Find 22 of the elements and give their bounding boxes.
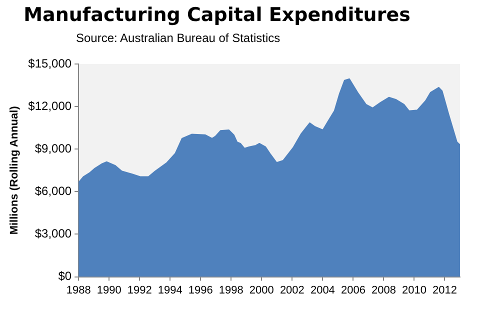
chart-subtitle: Source: Australian Bureau of Statistics: [76, 31, 280, 45]
chart-title: Manufacturing Capital Expenditures: [22, 4, 412, 26]
x-tick-label: 1998: [218, 284, 244, 296]
x-tick-label: 2008: [371, 284, 396, 296]
x-tick-label: 2006: [340, 284, 366, 296]
x-tick-label: 2002: [280, 284, 304, 296]
y-tick-label: $3,000: [34, 226, 72, 241]
y-tick-label: $0: [58, 269, 72, 284]
x-tick-label: 1996: [188, 284, 213, 296]
x-tick-label: 1994: [158, 284, 182, 296]
x-tick-label: 1988: [66, 284, 91, 296]
x-tick-label: 1992: [127, 284, 152, 296]
y-tick-label: $15,000: [28, 56, 72, 70]
y-tick-label: $6,000: [34, 184, 72, 198]
x-tick-label: 2010: [402, 284, 426, 296]
x-tick-label: 2000: [249, 284, 274, 296]
x-tick-label: 2004: [310, 284, 335, 296]
y-axis-title: Millions (Rolling Annual): [8, 106, 21, 235]
y-tick-label: $9,000: [34, 141, 72, 156]
x-tick-label: 1990: [96, 284, 122, 296]
y-tick-label: $12,000: [28, 98, 72, 113]
x-tick-label: 2012: [432, 284, 457, 296]
